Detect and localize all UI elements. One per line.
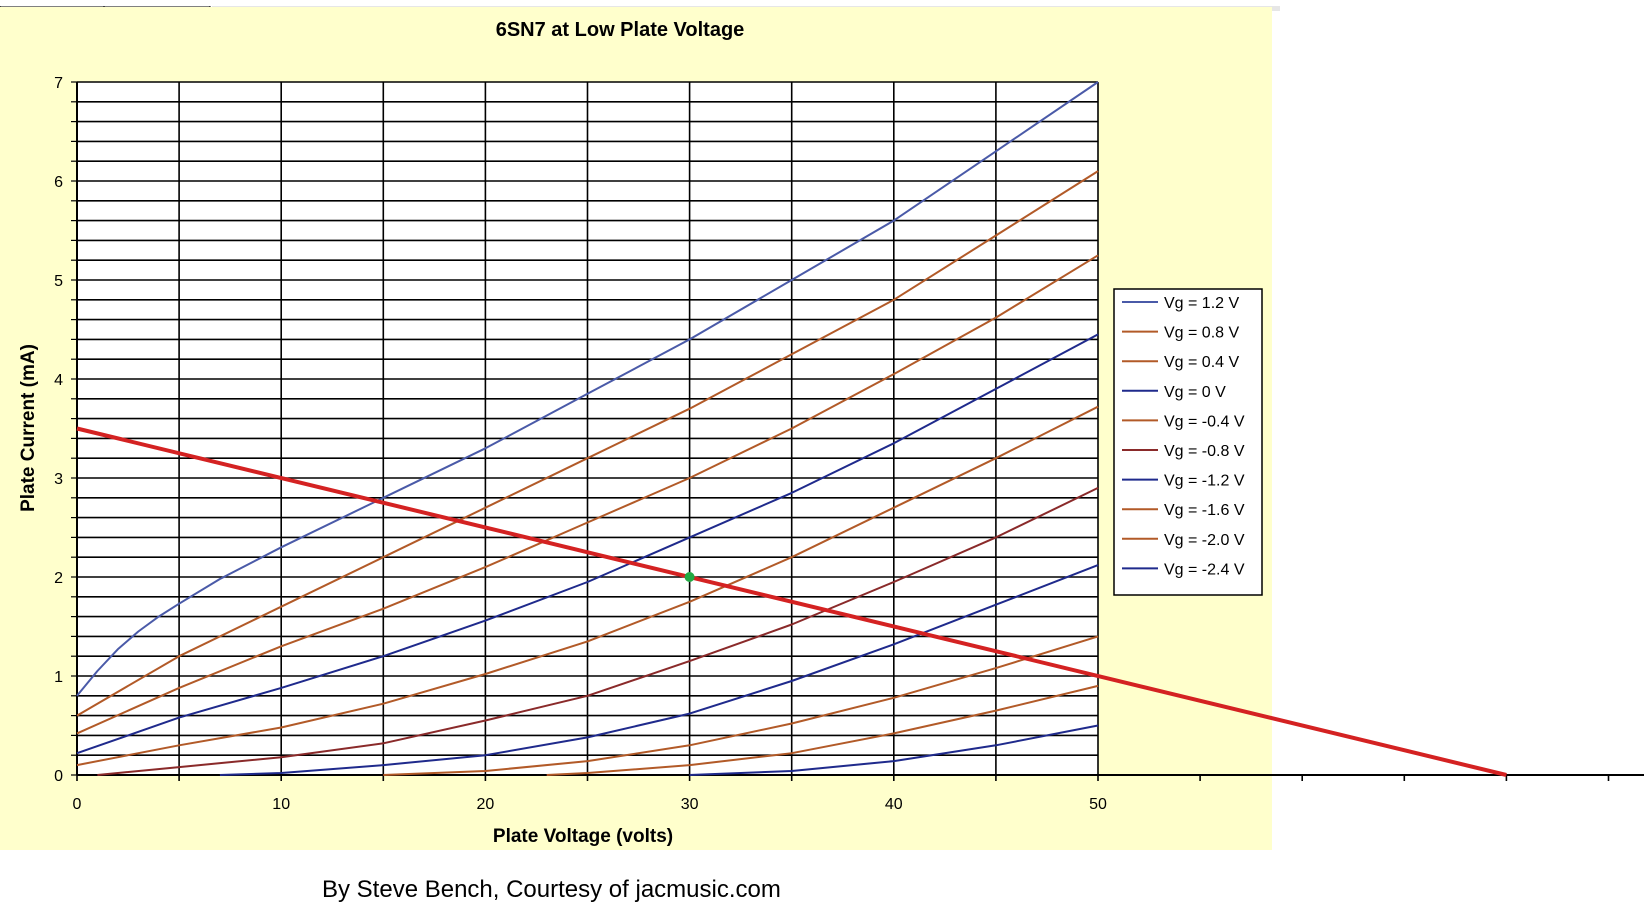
gridlines <box>77 81 1099 775</box>
series-layer <box>76 81 1099 776</box>
legend: Vg = 1.2 V Vg = 0.8 V Vg = 0.4 V Vg = 0 V Vg… <box>1113 288 1263 596</box>
credit-text: By Steve Bench, Courtesy of jacmusic.com <box>322 876 781 903</box>
x-tick-label: 40 <box>885 796 903 813</box>
series-line-4 <box>76 333 1099 755</box>
legend-label: Vg = 0.8 V <box>1164 325 1239 342</box>
y-tick-label: 6 <box>54 174 63 191</box>
y-tick-label: 7 <box>54 75 63 92</box>
legend-label: Vg = -0.4 V <box>1164 413 1245 430</box>
load-line-layer <box>76 426 1507 777</box>
legend-label: Vg = 0.4 V <box>1164 354 1239 371</box>
load-line <box>76 426 1507 777</box>
x-tick-label: 20 <box>477 796 495 813</box>
x-axis-label: Plate Voltage (volts) <box>493 826 673 847</box>
legend-box <box>1113 288 1263 596</box>
legend-label: Vg = 1.2 V <box>1164 295 1239 312</box>
series-line-8 <box>383 635 1099 776</box>
y-axis-label: Plate Current (mA) <box>18 344 39 512</box>
legend-label: Vg = -0.8 V <box>1164 443 1245 460</box>
legend-label: Vg = -1.2 V <box>1164 473 1245 490</box>
legend-label: Vg = 0 V <box>1164 384 1226 401</box>
x-tick-label: 30 <box>681 796 699 813</box>
y-tick-label: 1 <box>54 669 63 686</box>
series-line-9 <box>546 684 1099 776</box>
y-tick-label: 2 <box>54 570 63 587</box>
series-line-10 <box>689 724 1099 776</box>
series-line-5 <box>76 405 1099 767</box>
series-line-6 <box>97 487 1099 776</box>
series-line-2 <box>76 170 1099 717</box>
y-tick-label: 5 <box>54 273 63 290</box>
legend-label: Vg = -2.0 V <box>1164 532 1245 549</box>
series-line-3 <box>76 254 1099 735</box>
x-tick-label: 10 <box>272 796 290 813</box>
x-tick-label: 0 <box>73 796 82 813</box>
series-line-7 <box>219 564 1099 776</box>
legend-label: Vg = -1.6 V <box>1164 502 1245 519</box>
x-tick-label: 50 <box>1089 796 1107 813</box>
chart-title: 6SN7 at Low Plate Voltage <box>496 19 745 41</box>
operating-point-marker <box>684 572 695 582</box>
series-line-1 <box>76 81 1099 697</box>
y-tick-label: 3 <box>54 471 63 488</box>
y-tick-label: 4 <box>54 372 63 389</box>
legend-label: Vg = -2.4 V <box>1164 561 1245 578</box>
y-tick-label: 0 <box>54 768 63 785</box>
